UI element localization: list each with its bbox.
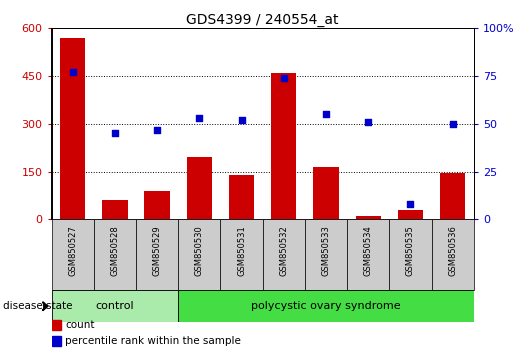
Bar (355, 216, 381, 219)
Text: count: count (65, 320, 95, 330)
Text: GSM850536: GSM850536 (448, 225, 457, 276)
Text: GSM850527: GSM850527 (68, 225, 77, 276)
Title: GDS4399 / 240554_at: GDS4399 / 240554_at (186, 13, 339, 27)
Text: GSM850528: GSM850528 (110, 225, 119, 276)
Bar (305, 219, 347, 290)
Bar (432, 219, 474, 290)
Text: GSM850531: GSM850531 (237, 225, 246, 276)
Bar (102, 200, 128, 219)
Text: disease state: disease state (3, 301, 72, 311)
Bar (389, 219, 432, 290)
Bar (313, 167, 339, 219)
Bar (52, 290, 178, 322)
Point (364, 119, 372, 125)
Point (153, 127, 161, 132)
Bar (52, 219, 94, 290)
Bar (178, 219, 220, 290)
Text: control: control (96, 301, 134, 311)
Bar (398, 210, 423, 219)
Bar (263, 219, 305, 290)
Bar (60, 38, 85, 219)
Bar (136, 219, 178, 290)
Text: polycystic ovary syndrome: polycystic ovary syndrome (251, 301, 401, 311)
Text: percentile rank within the sample: percentile rank within the sample (65, 336, 241, 346)
Text: GSM850532: GSM850532 (279, 225, 288, 276)
Point (406, 201, 415, 207)
Bar (52, 320, 61, 330)
Text: GSM850529: GSM850529 (152, 225, 162, 276)
Point (280, 75, 288, 81)
Bar (347, 219, 389, 290)
Bar (186, 157, 212, 219)
Bar (94, 219, 136, 290)
Text: GSM850534: GSM850534 (364, 225, 373, 276)
Text: GSM850535: GSM850535 (406, 225, 415, 276)
Text: GSM850530: GSM850530 (195, 225, 204, 276)
Bar (440, 173, 466, 219)
Bar (220, 219, 263, 290)
Point (195, 115, 203, 121)
Point (449, 121, 457, 127)
Bar (144, 191, 170, 219)
Point (322, 112, 330, 117)
Text: GSM850533: GSM850533 (321, 225, 331, 276)
Point (68, 69, 77, 75)
Bar (178, 290, 474, 322)
Bar (52, 336, 61, 346)
Bar (229, 175, 254, 219)
Point (111, 131, 119, 136)
Bar (271, 73, 297, 219)
Point (237, 117, 246, 123)
